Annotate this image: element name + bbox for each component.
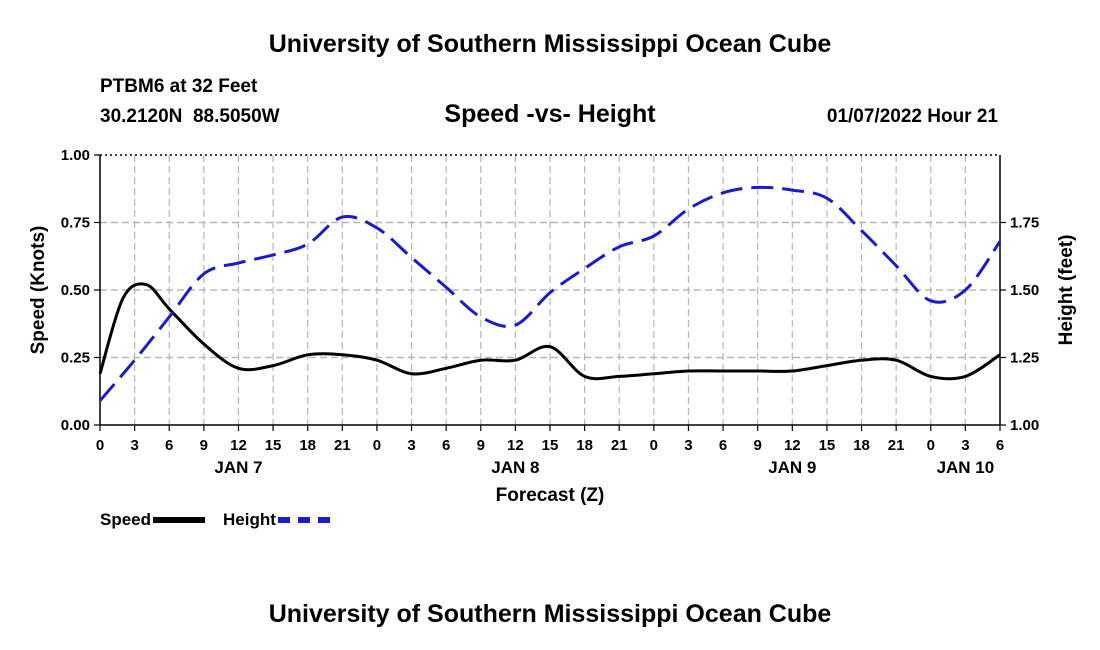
x-tick-label: 3 <box>130 437 138 454</box>
x-axis-label: Forecast (Z) <box>496 485 605 506</box>
station-name: PTBM6 at 32 Feet <box>100 76 258 97</box>
x-day-label: JAN 7 <box>214 458 262 477</box>
y-tick-label: 0.75 <box>61 215 90 232</box>
axis-layer: 0 3 6 9 12 15 18 21 0 3 6 9 12 15 18 21 0 3 6 9 12 15 18 21 0 3 6J… <box>61 147 1039 477</box>
x-tick-label: 6 <box>719 437 727 454</box>
x-tick-label: 9 <box>200 437 208 454</box>
y-tick-label: 0.50 <box>61 282 90 299</box>
footer-title: University of Southern Mississippi Ocean… <box>268 600 832 628</box>
series-line-height <box>98 185 1002 402</box>
x-tick-label: 3 <box>684 437 692 454</box>
x-day-label: JAN 8 <box>491 458 539 477</box>
y2-tick-label: 1.75 <box>1010 215 1039 232</box>
x-tick-label: 21 <box>611 437 628 454</box>
chart-main-title: University of Southern Mississippi Ocean… <box>268 30 832 58</box>
x-day-label: JAN 10 <box>937 458 995 477</box>
x-tick-label: 12 <box>507 437 524 454</box>
x-tick-label: 12 <box>784 437 801 454</box>
y-axis-label: Speed (Knots) <box>28 226 49 355</box>
x-tick-label: 15 <box>819 437 836 454</box>
grid-layer <box>100 155 1000 425</box>
chart-legend: Speed Height <box>100 510 348 530</box>
x-tick-label: 0 <box>927 437 935 454</box>
x-tick-label: 21 <box>334 437 351 454</box>
y-tick-label: 0.00 <box>61 417 90 434</box>
x-tick-label: 3 <box>961 437 969 454</box>
x-tick-label: 15 <box>542 437 559 454</box>
x-tick-label: 21 <box>888 437 905 454</box>
forecast-timestamp: 01/07/2022 Hour 21 <box>826 106 998 127</box>
x-tick-label: 0 <box>96 437 104 454</box>
legend-height-swatch <box>277 517 330 523</box>
series-layer <box>98 185 1002 402</box>
series-line-speed <box>98 282 1001 381</box>
x-tick-label: 18 <box>853 437 870 454</box>
chart-subtitle: Speed -vs- Height <box>444 100 656 128</box>
y-tick-label: 0.25 <box>61 350 90 367</box>
station-coordinates: 30.2120N 88.5050W <box>100 106 280 127</box>
x-tick-label: 6 <box>442 437 450 454</box>
x-tick-label: 6 <box>996 437 1004 454</box>
x-tick-label: 3 <box>407 437 415 454</box>
x-tick-label: 6 <box>165 437 173 454</box>
x-tick-label: 9 <box>754 437 762 454</box>
x-tick-label: 18 <box>576 437 593 454</box>
x-day-label: JAN 9 <box>768 458 816 477</box>
x-tick-label: 15 <box>265 437 282 454</box>
x-tick-label: 9 <box>477 437 485 454</box>
legend-speed-swatch <box>153 517 206 523</box>
x-tick-label: 0 <box>650 437 658 454</box>
y2-tick-label: 1.25 <box>1010 350 1039 367</box>
speed-height-chart: 0 3 6 9 12 15 18 21 0 3 6 9 12 15 18 21 0 3 6 9 12 15 18 21 0 3 6J… <box>28 147 1077 506</box>
y2-tick-label: 1.00 <box>1010 417 1039 434</box>
legend-height-label: Height <box>223 510 276 529</box>
y2-tick-label: 1.50 <box>1010 282 1039 299</box>
x-tick-label: 0 <box>373 437 381 454</box>
y-tick-label: 1.00 <box>61 147 90 164</box>
legend-speed-label: Speed <box>100 510 152 529</box>
y2-axis-label: Height (feet) <box>1056 235 1077 346</box>
x-tick-label: 12 <box>230 437 247 454</box>
x-tick-label: 18 <box>299 437 316 454</box>
